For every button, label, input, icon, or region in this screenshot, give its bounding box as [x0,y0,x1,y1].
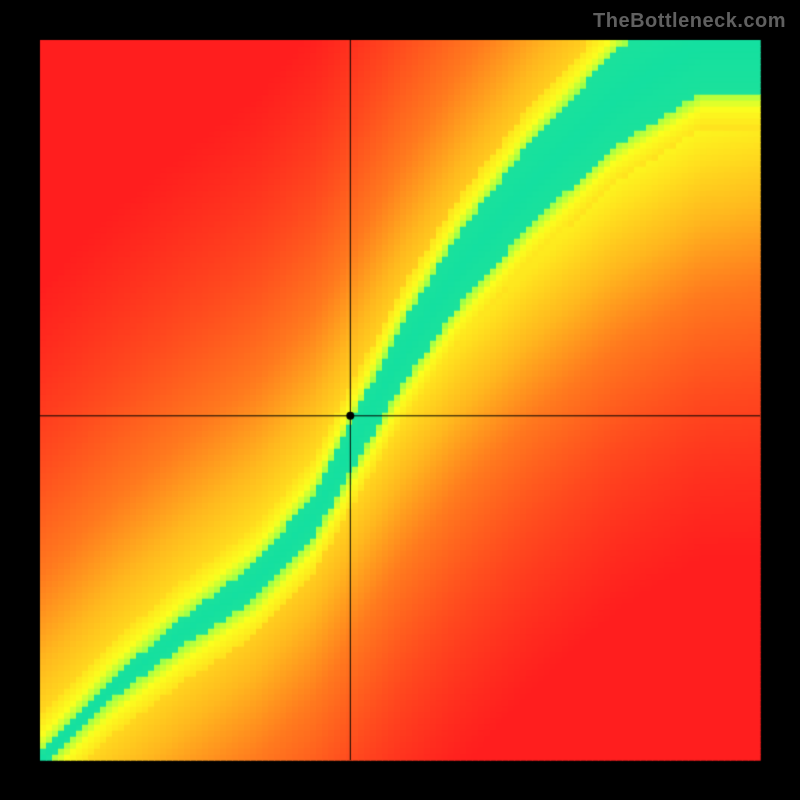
watermark-text: TheBottleneck.com [593,10,786,33]
heatmap-canvas [0,0,800,800]
chart-container: TheBottleneck.com [0,0,800,800]
